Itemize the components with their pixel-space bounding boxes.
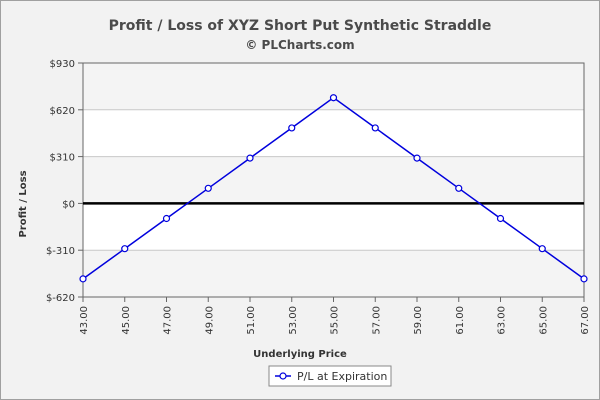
x-tick-label: 59.00 <box>413 306 424 335</box>
x-tick-label: 47.00 <box>163 306 174 335</box>
y-tick-label: $-620 <box>46 293 75 304</box>
y-tick-label: $0 <box>62 199 75 210</box>
plot-area: $-620 $-310 $0 $310 $620 $930 43.00 45.00 47.00 4… <box>46 59 591 335</box>
y-tick-label: $310 <box>50 153 75 164</box>
x-tick-label: 61.00 <box>455 306 466 335</box>
data-point <box>371 124 379 132</box>
x-tick-label: 49.00 <box>204 306 215 335</box>
y-tick-label: $930 <box>50 59 75 70</box>
x-tick-label: 65.00 <box>538 306 549 335</box>
x-tick-label: 55.00 <box>330 306 341 335</box>
data-point <box>329 94 338 102</box>
grid-band <box>83 156 584 204</box>
data-point <box>246 154 254 162</box>
data-point <box>413 154 421 162</box>
grid-band <box>83 250 584 297</box>
data-point <box>455 184 463 192</box>
x-tick-label: 63.00 <box>497 306 508 335</box>
data-point <box>580 275 588 283</box>
x-tick-label: 45.00 <box>121 306 132 335</box>
y-tick-label: $-310 <box>46 246 75 257</box>
y-axis-title: Profit / Loss <box>18 170 29 237</box>
legend: P/L at Expiration <box>268 365 392 387</box>
data-point <box>538 245 546 253</box>
x-tick-label: 67.00 <box>580 306 591 335</box>
data-point <box>496 214 505 223</box>
y-tick-label: $620 <box>50 106 75 117</box>
data-point <box>288 124 296 132</box>
x-tick-label: 53.00 <box>288 306 299 335</box>
x-tick-label: 57.00 <box>371 306 382 335</box>
grid-band <box>83 63 584 110</box>
x-axis-title: Underlying Price <box>253 349 347 360</box>
legend-marker-swatch <box>279 372 287 380</box>
chart-subtitle: © PLCharts.com <box>245 38 354 52</box>
legend-label: P/L at Expiration <box>297 370 387 383</box>
x-tick-label: 43.00 <box>79 306 90 335</box>
chart-title: Profit / Loss of XYZ Short Put Synthetic… <box>109 18 492 34</box>
x-tick-label: 51.00 <box>246 306 257 335</box>
data-point <box>121 245 129 253</box>
legend-box <box>268 365 392 387</box>
data-point <box>162 214 171 223</box>
data-point <box>204 184 212 192</box>
data-point <box>79 275 87 283</box>
